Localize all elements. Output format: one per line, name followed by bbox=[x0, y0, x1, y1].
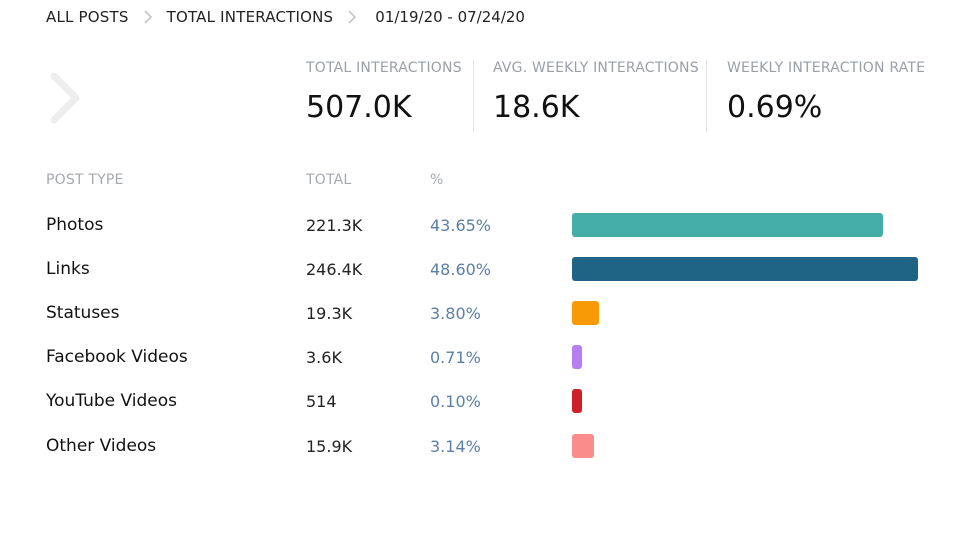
column-header-total: TOTAL bbox=[306, 172, 352, 188]
stat-label: AVG. WEEKLY INTERACTIONS bbox=[493, 60, 699, 76]
post-type-label: Other Videos bbox=[46, 436, 157, 456]
percent-value: 0.10% bbox=[430, 392, 481, 411]
bar-statuses bbox=[572, 301, 600, 325]
post-type-label: YouTube Videos bbox=[46, 391, 178, 411]
stat-value: 0.69% bbox=[727, 90, 823, 125]
bar-links bbox=[572, 257, 918, 281]
table-row: Links 246.4K 48.60% bbox=[0, 255, 957, 285]
column-header-post-type: POST TYPE bbox=[46, 172, 124, 188]
date-range: 01/19/20 - 07/24/20 bbox=[375, 8, 525, 26]
stat-value: 507.0K bbox=[306, 90, 412, 125]
stat-value: 18.6K bbox=[493, 90, 580, 125]
stat-avg-weekly-interactions: AVG. WEEKLY INTERACTIONS 18.6K bbox=[493, 60, 699, 134]
percent-value: 0.71% bbox=[430, 348, 481, 367]
post-type-label: Facebook Videos bbox=[46, 347, 188, 367]
breadcrumb-all-posts[interactable]: ALL POSTS bbox=[46, 8, 129, 26]
total-value: 246.4K bbox=[306, 260, 363, 279]
total-value: 15.9K bbox=[306, 437, 353, 456]
post-type-label: Links bbox=[46, 259, 90, 279]
chevron-right-icon bbox=[144, 10, 152, 24]
stat-divider bbox=[706, 60, 707, 132]
column-header-percent: % bbox=[430, 172, 444, 188]
post-type-label: Statuses bbox=[46, 303, 120, 323]
stat-label: TOTAL INTERACTIONS bbox=[306, 60, 462, 76]
chevron-right-icon bbox=[348, 10, 357, 24]
stat-total-interactions: TOTAL INTERACTIONS 507.0K bbox=[306, 60, 462, 134]
percent-value: 3.14% bbox=[430, 437, 481, 456]
percent-value: 3.80% bbox=[430, 304, 481, 323]
table-row: Facebook Videos 3.6K 0.71% bbox=[0, 343, 957, 373]
breadcrumb: ALL POSTS TOTAL INTERACTIONS 01/19/20 - … bbox=[46, 6, 525, 28]
stat-divider bbox=[473, 60, 474, 132]
bar-photos bbox=[572, 213, 883, 237]
percent-value: 48.60% bbox=[430, 260, 492, 279]
total-value: 514 bbox=[306, 392, 337, 411]
table-row: Statuses 19.3K 3.80% bbox=[0, 299, 957, 329]
post-type-label: Photos bbox=[46, 215, 104, 235]
total-value: 221.3K bbox=[306, 216, 363, 235]
table-row: YouTube Videos 514 0.10% bbox=[0, 387, 957, 417]
stat-label: WEEKLY INTERACTION RATE bbox=[727, 60, 926, 76]
bar-youtube-videos bbox=[572, 389, 582, 413]
percent-value: 43.65% bbox=[430, 216, 492, 235]
total-value: 3.6K bbox=[306, 348, 342, 367]
bar-facebook-videos bbox=[572, 345, 582, 369]
chevron-right-nav-icon[interactable] bbox=[46, 70, 86, 126]
stat-weekly-interaction-rate: WEEKLY INTERACTION RATE 0.69% bbox=[727, 60, 925, 134]
total-value: 19.3K bbox=[306, 304, 353, 323]
table-row: Photos 221.3K 43.65% bbox=[0, 211, 957, 241]
bar-other-videos bbox=[572, 434, 595, 458]
table-row: Other Videos 15.9K 3.14% bbox=[0, 432, 957, 462]
breadcrumb-total-interactions[interactable]: TOTAL INTERACTIONS bbox=[166, 8, 334, 26]
